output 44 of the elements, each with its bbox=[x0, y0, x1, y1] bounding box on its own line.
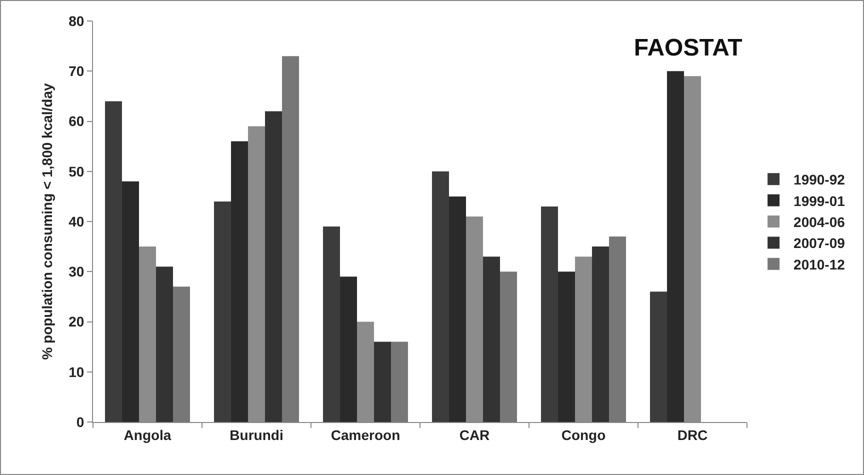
bar bbox=[540, 206, 558, 422]
bar bbox=[592, 246, 610, 422]
x-tick-label: Congo bbox=[561, 426, 606, 443]
bar bbox=[214, 201, 231, 422]
y-tick-label: 10 bbox=[68, 364, 84, 380]
legend-label: 1999-01 bbox=[794, 192, 846, 209]
x-tick-label: Angola bbox=[124, 426, 172, 443]
bar bbox=[666, 71, 684, 422]
bar bbox=[374, 342, 392, 422]
bar bbox=[282, 56, 300, 422]
bar bbox=[265, 111, 282, 422]
x-tick-label: DRC bbox=[677, 426, 708, 443]
bar bbox=[230, 141, 248, 422]
bar bbox=[340, 276, 357, 422]
bar bbox=[173, 286, 190, 422]
y-tick-label: 30 bbox=[68, 264, 84, 280]
y-tick-label: 80 bbox=[68, 12, 84, 29]
x-tick-label: CAR bbox=[459, 426, 490, 443]
legend-label: 1990-92 bbox=[794, 172, 846, 188]
bar bbox=[448, 196, 466, 422]
text: FAOSTAT bbox=[634, 34, 743, 62]
y-tick-label: 60 bbox=[68, 113, 84, 130]
bar bbox=[500, 272, 518, 422]
bar bbox=[483, 256, 500, 422]
bar bbox=[432, 171, 449, 422]
x-tick-label: Cameroon bbox=[330, 426, 400, 443]
y-tick-label: 70 bbox=[68, 63, 84, 80]
bar bbox=[156, 266, 174, 422]
y-axis-title: % population consuming < 1,800 kcal/day bbox=[39, 83, 56, 360]
bar bbox=[609, 236, 626, 422]
y-tick-label: 40 bbox=[68, 213, 84, 230]
bar bbox=[558, 272, 575, 422]
bar bbox=[104, 101, 122, 422]
x-tick-label: Burundi bbox=[230, 426, 284, 443]
legend-label: 2010-12 bbox=[794, 256, 846, 272]
bar bbox=[650, 292, 667, 422]
bar bbox=[391, 342, 408, 422]
bar bbox=[322, 226, 340, 422]
y-tick-label: 50 bbox=[68, 163, 84, 180]
legend-label: 2007-09 bbox=[794, 235, 846, 252]
y-tick-label: 20 bbox=[68, 314, 84, 330]
y-tick-label: 0 bbox=[76, 414, 84, 430]
legend-label: 2004-06 bbox=[794, 214, 846, 230]
bar bbox=[122, 181, 139, 422]
